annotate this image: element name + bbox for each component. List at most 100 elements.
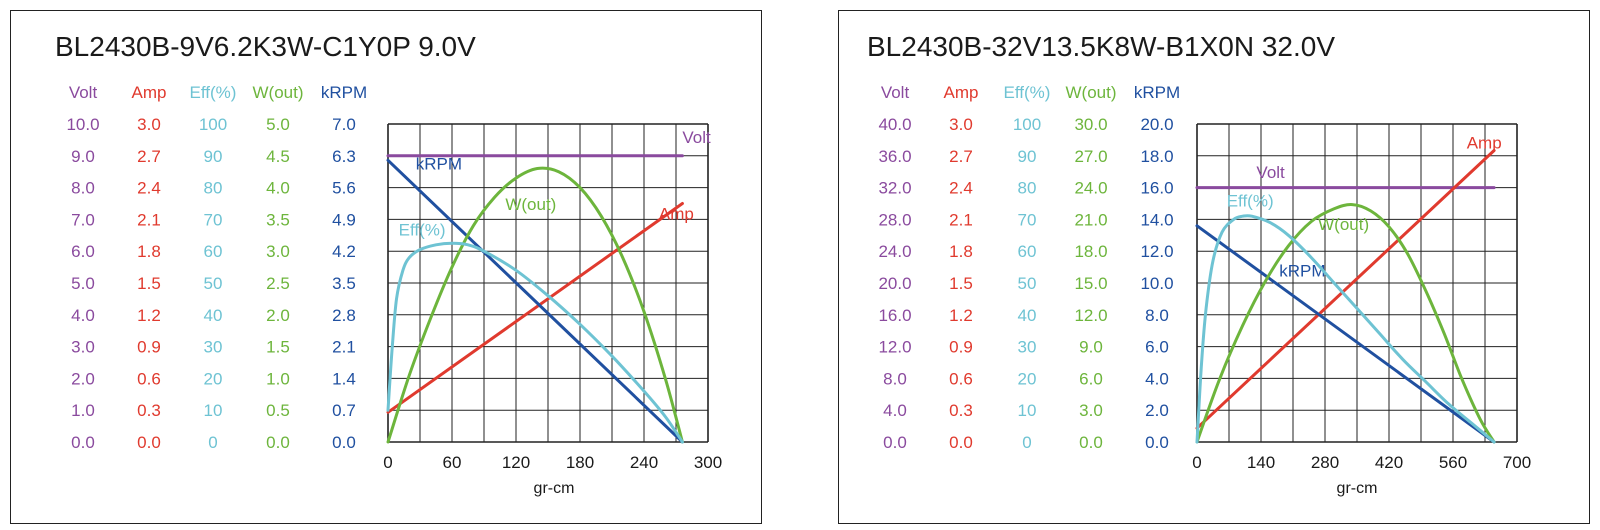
x-tick-label: 700 [1503, 453, 1531, 472]
x-tick-label: 420 [1375, 453, 1403, 472]
tick-label-eff: 50 [1018, 274, 1037, 293]
tick-label-wout: 12.0 [1074, 306, 1107, 325]
axis-header-eff: Eff(%) [190, 83, 237, 102]
tick-label-eff: 20 [1018, 369, 1037, 388]
tick-label-volt: 28.0 [878, 210, 911, 229]
tick-label-amp: 2.4 [949, 179, 973, 198]
axis-header-wout: W(out) [253, 83, 304, 102]
tick-label-amp: 0.9 [949, 338, 973, 357]
tick-label-krpm: 0.0 [332, 433, 356, 452]
tick-label-volt: 7.0 [71, 210, 95, 229]
x-tick-label: 300 [694, 453, 722, 472]
tick-label-krpm: 6.3 [332, 147, 356, 166]
tick-label-amp: 1.2 [137, 306, 161, 325]
motor-chart-left: BL2430B-9V6.2K3W-C1Y0P 9.0V Volt Amp Eff(%… [10, 10, 762, 524]
tick-label-wout: 4.0 [266, 179, 290, 198]
tick-label-volt: 9.0 [71, 147, 95, 166]
tick-label-krpm: 12.0 [1140, 242, 1173, 261]
tick-label-eff: 90 [204, 147, 223, 166]
series-label-eff: Eff(%) [1227, 192, 1274, 211]
tick-label-volt: 2.0 [71, 369, 95, 388]
tick-label-volt: 10.0 [66, 115, 99, 134]
chart-left-title: BL2430B-9V6.2K3W-C1Y0P 9.0V [55, 31, 476, 62]
x-tick-label: 0 [1192, 453, 1201, 472]
tick-label-krpm: 8.0 [1145, 306, 1169, 325]
tick-label-volt: 6.0 [71, 242, 95, 261]
tick-label-amp: 1.8 [137, 242, 161, 261]
tick-label-eff: 90 [1018, 147, 1037, 166]
tick-label-volt: 16.0 [878, 306, 911, 325]
tick-label-krpm: 7.0 [332, 115, 356, 134]
tick-label-eff: 80 [204, 179, 223, 198]
tick-label-amp: 0.0 [137, 433, 161, 452]
tick-label-eff: 30 [1018, 338, 1037, 357]
tick-label-volt: 1.0 [71, 401, 95, 420]
series-line-wout [1195, 203, 1496, 444]
axis-header-amp: Amp [944, 83, 979, 102]
series-line-amp [1195, 149, 1496, 430]
x-tick-label: 180 [566, 453, 594, 472]
series-label-krpm: kRPM [1279, 262, 1325, 281]
tick-label-krpm: 6.0 [1145, 338, 1169, 357]
series-line-eff [386, 241, 684, 444]
tick-label-krpm: 2.0 [1145, 401, 1169, 420]
tick-label-krpm: 1.4 [332, 369, 356, 388]
tick-label-amp: 0.0 [949, 433, 973, 452]
tick-label-wout: 1.0 [266, 369, 290, 388]
tick-label-eff: 10 [204, 401, 223, 420]
tick-label-volt: 36.0 [878, 147, 911, 166]
series-line-krpm [386, 158, 684, 444]
tick-label-krpm: 3.5 [332, 274, 356, 293]
axis-header-eff: Eff(%) [1004, 83, 1051, 102]
tick-label-wout: 2.5 [266, 274, 290, 293]
tick-label-krpm: 16.0 [1140, 179, 1173, 198]
chart-right-title: BL2430B-32V13.5K8W-B1X0N 32.0V [867, 31, 1335, 62]
x-tick-label: 0 [383, 453, 392, 472]
series-line-wout [386, 166, 684, 444]
x-tick-label: 560 [1439, 453, 1467, 472]
series-line-krpm [1195, 224, 1496, 444]
x-tick-label: 240 [630, 453, 658, 472]
tick-label-krpm: 18.0 [1140, 147, 1173, 166]
axis-header-krpm: kRPM [321, 83, 367, 102]
tick-label-eff: 40 [204, 306, 223, 325]
tick-label-amp: 1.5 [949, 274, 973, 293]
series-line-amp [386, 202, 684, 414]
tick-label-eff: 0 [1022, 433, 1031, 452]
tick-label-wout: 24.0 [1074, 179, 1107, 198]
series-label-amp: Amp [1467, 133, 1502, 152]
tick-label-krpm: 4.2 [332, 242, 356, 261]
tick-label-wout: 5.0 [266, 115, 290, 134]
tick-label-eff: 20 [204, 369, 223, 388]
tick-label-eff: 70 [1018, 210, 1037, 229]
tick-label-amp: 1.8 [949, 242, 973, 261]
tick-label-eff: 60 [204, 242, 223, 261]
axis-header-wout: W(out) [1066, 83, 1117, 102]
tick-label-volt: 0.0 [883, 433, 907, 452]
tick-label-amp: 1.2 [949, 306, 973, 325]
tick-label-volt: 8.0 [71, 179, 95, 198]
series-label-volt: Volt [1256, 163, 1285, 182]
chart-right-xlabel: gr-cm [1337, 480, 1378, 497]
tick-label-wout: 0.0 [1079, 433, 1103, 452]
tick-label-wout: 30.0 [1074, 115, 1107, 134]
tick-label-eff: 60 [1018, 242, 1037, 261]
axis-header-krpm: kRPM [1134, 83, 1180, 102]
tick-label-krpm: 0.7 [332, 401, 356, 420]
tick-label-volt: 12.0 [878, 338, 911, 357]
tick-label-eff: 100 [1013, 115, 1041, 134]
tick-label-wout: 27.0 [1074, 147, 1107, 166]
x-tick-label: 140 [1247, 453, 1275, 472]
tick-label-wout: 0.0 [266, 433, 290, 452]
x-tick-label: 280 [1311, 453, 1339, 472]
tick-label-amp: 2.1 [949, 210, 973, 229]
tick-label-eff: 50 [204, 274, 223, 293]
axis-header-volt: Volt [69, 83, 98, 102]
tick-label-wout: 3.0 [266, 242, 290, 261]
tick-label-krpm: 4.0 [1145, 369, 1169, 388]
series-label-eff: Eff(%) [399, 220, 446, 239]
x-tick-label: 120 [502, 453, 530, 472]
tick-label-eff: 10 [1018, 401, 1037, 420]
tick-label-krpm: 5.6 [332, 179, 356, 198]
series-label-wout: W(out) [505, 195, 556, 214]
